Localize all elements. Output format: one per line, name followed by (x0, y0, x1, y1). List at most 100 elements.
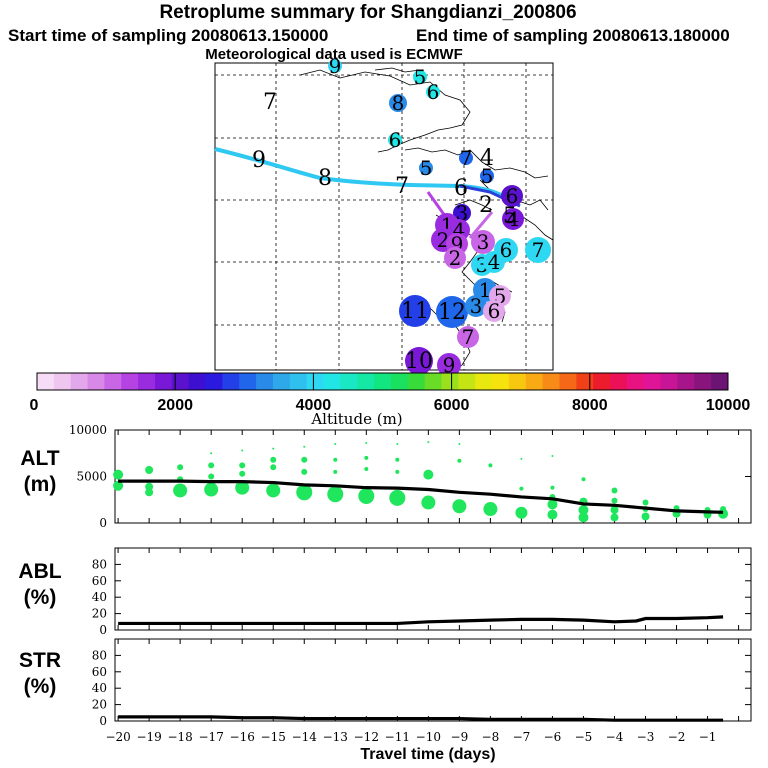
trajectory-marker (436, 296, 468, 328)
trajectory-marker (388, 133, 402, 147)
alt-particle-point (611, 487, 618, 494)
alt-particle-point (547, 499, 558, 510)
x-tick-label: −18 (167, 730, 192, 744)
trajectory-day-label: 9 (329, 54, 342, 78)
trajectory-marker (389, 94, 407, 112)
alt-particle-point (145, 465, 154, 474)
alt-particle-point (241, 449, 244, 452)
y-tick-label: 60 (92, 665, 107, 679)
alt-particle-point (173, 483, 188, 498)
alt-particle-point (208, 462, 215, 469)
trajectory-marker (453, 204, 471, 222)
trajectory-marker (465, 295, 487, 317)
trajectory-day-label: 9 (252, 148, 266, 173)
colorbar-cell (458, 373, 476, 390)
alt-particle-point (272, 447, 275, 450)
abl-axis-label: ABL (18, 560, 61, 583)
str-axis-label: (%) (24, 675, 57, 698)
trajectory-day-label: 3 (470, 294, 483, 318)
x-tick-label: −15 (261, 730, 286, 744)
trajectory-marker (413, 70, 427, 84)
colorbar-cell (542, 373, 560, 390)
alt-particle-point (301, 468, 308, 475)
alt-axis-label: (m) (24, 473, 57, 496)
alt-particle-point (334, 442, 337, 445)
colorbar-cell (559, 373, 577, 390)
alt-particle-point (270, 456, 277, 463)
colorbar-cell (475, 373, 493, 390)
alt-particle-point (488, 463, 493, 468)
alt-particle-point (113, 480, 124, 491)
met-data-label: Meteorological data used is ECMWF (205, 46, 463, 63)
alt-particle-point (145, 482, 154, 491)
colorbar-tick-label: 4000 (296, 397, 332, 414)
trajectory-day-label: 7 (460, 146, 473, 170)
trajectory-marker (437, 353, 461, 377)
colorbar-cell (323, 373, 341, 390)
colorbar-cell (87, 373, 105, 390)
alt-particle-point (270, 464, 277, 471)
colorbar-cell (441, 373, 459, 390)
trajectory-day-label: 3 (477, 230, 490, 254)
abl-panel: ABL (%) 0 20 40 60 80 (18, 548, 751, 637)
x-tick-label: −6 (544, 730, 562, 744)
trajectory-day-label: 6 (427, 80, 440, 104)
trajectory-day-label: 4 (480, 146, 494, 171)
trajectory-day-label: 6 (389, 128, 402, 152)
start-time-label: Start time of sampling 20080613.150000 (8, 26, 329, 45)
alt-particle-point (452, 499, 467, 514)
alt-axis-label: ALT (20, 447, 59, 470)
x-tick-label: −8 (482, 730, 500, 744)
alt-particle-point (610, 505, 619, 514)
trajectory-day-label: 11 (401, 299, 429, 324)
colorbar-cell (239, 373, 257, 390)
alt-particle-point (210, 452, 213, 455)
alt-particle-point (358, 488, 375, 505)
alt-panel: ALT (m) 0 5000 10000 (20, 423, 751, 530)
colorbar-tick-label: 8000 (572, 397, 608, 414)
y-tick-label: 40 (92, 590, 107, 604)
colorbar-cell (643, 373, 662, 390)
colorbar-cell (138, 373, 156, 390)
x-tick-label: −16 (230, 730, 255, 744)
y-tick-label: 80 (92, 557, 107, 571)
x-tick-label: −13 (323, 730, 348, 744)
x-tick-label: −3 (637, 730, 655, 744)
trajectory-day-label: 4 (488, 250, 501, 274)
alt-particle-point (301, 456, 308, 463)
end-time-label: End time of sampling 20080613.180000 (416, 26, 730, 45)
alt-particle-point (239, 462, 246, 469)
colorbar-cell (677, 373, 695, 390)
x-axis-label: Travel time (days) (360, 746, 495, 763)
alt-particle-point (333, 469, 338, 474)
x-tick-label: −4 (606, 730, 624, 744)
trajectory-day-label: 2 (479, 193, 493, 218)
abl-panel-frame (114, 547, 752, 631)
x-tick-label: −12 (354, 730, 379, 744)
colorbar-cell (610, 373, 628, 390)
y-tick-label: 0 (99, 714, 107, 728)
x-tick-label: −20 (105, 730, 130, 744)
alt-particle-point (578, 512, 589, 523)
colorbar-cell (694, 373, 712, 390)
chart-title: Retroplume summary for Shangdianzi_20080… (159, 2, 577, 23)
x-tick-label: −7 (513, 730, 531, 744)
alt-particle-point (611, 497, 618, 504)
colorbar-cell (171, 373, 190, 390)
trajectory-marker (525, 237, 551, 263)
colorbar-cell (407, 373, 426, 390)
alt-particle-point (296, 484, 313, 501)
trajectory-day-label: 6 (506, 184, 519, 208)
trajectory-marker (459, 151, 473, 165)
y-tick-label: 60 (92, 574, 107, 588)
colorbar-cell (340, 373, 358, 390)
colorbar-cell (626, 373, 645, 390)
trajectory-day-label: 7 (395, 174, 409, 199)
trajectory-marker (471, 230, 495, 254)
str-panel-frame (114, 638, 752, 722)
str-mean-line (118, 715, 724, 722)
